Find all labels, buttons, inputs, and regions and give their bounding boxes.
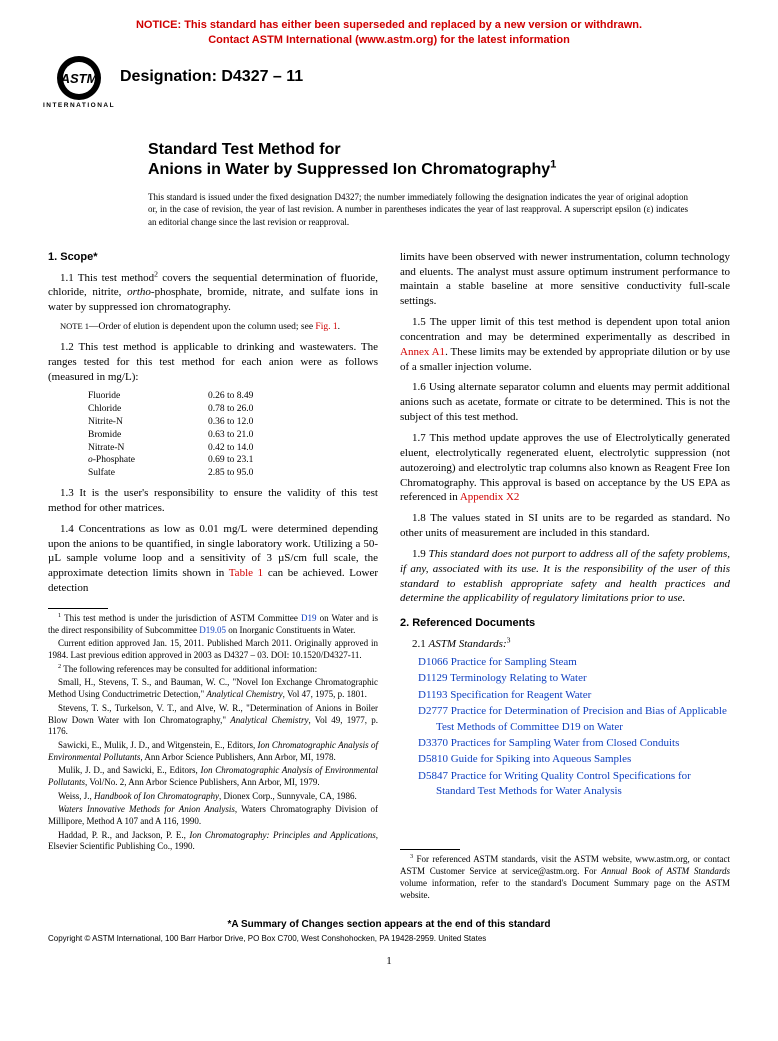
table-row: o-Phosphate0.69 to 23.1 [88,454,378,467]
footnote: Haddad, P. R., and Jackson, P. E., Ion C… [48,830,378,853]
ref-item: D2777 Practice for Determination of Prec… [418,704,730,735]
footnote-rule [48,608,108,609]
footnote: Stevens, T. S., Turkelson, V. T., and Al… [48,703,378,738]
ref-code-link[interactable]: D5847 [418,770,448,782]
ref-code-link[interactable]: D3370 [418,737,448,749]
footnote-2: 2 The following references may be consul… [48,664,378,676]
page-number: 1 [48,955,730,967]
table-row: Sulfate2.85 to 95.0 [88,467,378,480]
astm-logo: ASTM INTERNATIONAL [48,52,110,112]
changes-note: *A Summary of Changes section appears at… [48,919,730,930]
notice-line-1: NOTICE: This standard has either been su… [136,19,642,31]
table-row: Nitrate-N0.42 to 14.0 [88,442,378,455]
ref-item: D5810 Guide for Spiking into Aqueous Sam… [418,752,730,767]
footnote-rule [400,849,460,850]
para-1-2: 1.2 This test method is applicable to dr… [48,340,378,385]
title-line-2: Anions in Water by Suppressed Ion Chroma… [148,160,730,181]
ref-code-link[interactable]: D1129 [418,672,448,684]
svg-text:ASTM: ASTM [60,71,99,86]
fig-1-link[interactable]: Fig. 1 [315,322,337,332]
content-columns: 1. Scope* 1.1 This test method2 covers t… [48,250,730,904]
notice-banner: NOTICE: This standard has either been su… [48,18,730,48]
subcommittee-link[interactable]: D19.05 [199,625,226,635]
table-row: Nitrite-N0.36 to 12.0 [88,416,378,429]
footnote: Current edition approved Jan. 15, 2011. … [48,638,378,661]
table-1-link[interactable]: Table 1 [229,567,263,579]
para-1-3: 1.3 It is the user's responsibility to e… [48,486,378,516]
ref-code-link[interactable]: D1066 [418,656,448,668]
para-1-4: 1.4 Concentrations as low as 0.01 mg/L w… [48,522,378,596]
logo-subtext: INTERNATIONAL [43,102,115,109]
annex-a1-link[interactable]: Annex A1 [400,346,445,358]
footnote: Small, H., Stevens, T. S., and Bauman, W… [48,677,378,700]
scope-heading: 1. Scope* [48,250,378,265]
title-line-1: Standard Test Method for [148,140,730,161]
para-1-5: 1.5 The upper limit of this test method … [400,315,730,374]
title-block: Standard Test Method for Anions in Water… [148,140,730,182]
intro-note: This standard is issued under the fixed … [148,191,688,227]
para-1-9: 1.9 This standard does not purport to ad… [400,547,730,606]
para-1-1: 1.1 This test method2 covers the sequent… [48,271,378,316]
ref-item: D1193 Specification for Reagent Water [418,688,730,703]
notice-line-2: Contact ASTM International (www.astm.org… [208,34,570,46]
para-1-6: 1.6 Using alternate separator column and… [400,380,730,425]
footnote-3: 3 For referenced ASTM standards, visit t… [400,854,730,901]
title-text: Anions in Water by Suppressed Ion Chroma… [148,161,550,178]
para-1-7: 1.7 This method update approves the use … [400,431,730,505]
footnote: Sawicki, E., Mulik, J. D., and Witgenste… [48,740,378,763]
title-sup: 1 [550,159,556,171]
ref-code-link[interactable]: D2777 [418,705,448,717]
footnote: Mulik, J. D., and Sawicki, E., Editors, … [48,765,378,788]
table-row: Fluoride0.26 to 8.49 [88,390,378,403]
para-1-8: 1.8 The values stated in SI units are to… [400,511,730,541]
para-1-4-cont: limits have been observed with newer ins… [400,250,730,309]
reference-list: D1066 Practice for Sampling Steam D1129 … [418,655,730,800]
designation: Designation: D4327 – 11 [120,68,303,86]
table-row: Bromide0.63 to 21.0 [88,429,378,442]
anion-range-table: Fluoride0.26 to 8.49 Chloride0.78 to 26.… [88,390,378,480]
table-row: Chloride0.78 to 26.0 [88,403,378,416]
footnote-1: 1 This test method is under the jurisdic… [48,613,378,636]
right-column: limits have been observed with newer ins… [400,250,730,904]
ref-code-link[interactable]: D1193 [418,689,448,701]
appendix-x2-link[interactable]: Appendix X2 [460,491,520,503]
copyright: Copyright © ASTM International, 100 Barr… [48,934,730,943]
refs-subhead: 2.1 ASTM Standards:3 [412,637,730,652]
ref-item: D1129 Terminology Relating to Water [418,671,730,686]
document-page: NOTICE: This standard has either been su… [0,0,778,987]
ref-code-link[interactable]: D5810 [418,753,448,765]
note-1: NOTE 1—Order of elution is dependent upo… [48,321,378,334]
committee-d19-link[interactable]: D19 [301,613,317,623]
refs-heading: 2. Referenced Documents [400,616,730,631]
left-column: 1. Scope* 1.1 This test method2 covers t… [48,250,378,904]
ref-item: D1066 Practice for Sampling Steam [418,655,730,670]
footnote: Waters Innovative Methods for Anion Anal… [48,804,378,827]
header-row: ASTM INTERNATIONAL Designation: D4327 – … [48,52,730,112]
ref-item: D3370 Practices for Sampling Water from … [418,736,730,751]
ref-item: D5847 Practice for Writing Quality Contr… [418,769,730,800]
footnote: Weiss, J., Handbook of Ion Chromatograph… [48,791,378,803]
